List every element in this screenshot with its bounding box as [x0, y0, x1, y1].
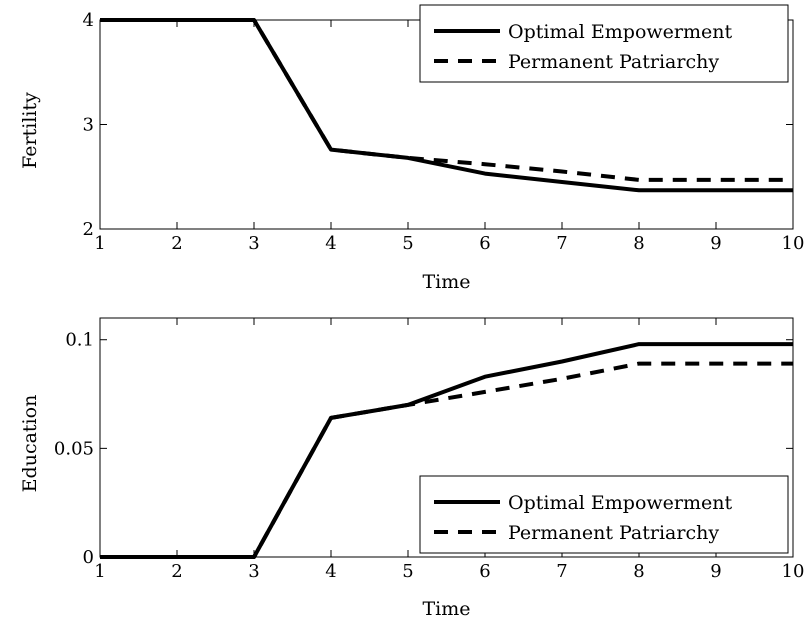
plot-frame	[99, 317, 794, 558]
y-tick-label: 0	[83, 547, 94, 568]
x-tick-label: 4	[325, 233, 336, 254]
y-tick-label: 4	[83, 10, 94, 31]
x-tick-label: 10	[782, 233, 805, 254]
x-tick-label: 2	[171, 561, 182, 582]
legend-box	[419, 475, 789, 554]
x-axis-title: Time	[422, 598, 470, 620]
x-tick-label: 3	[248, 233, 259, 254]
x-tick-label: 6	[479, 233, 490, 254]
legend: Optimal Empowerment Permanent Patriarchy	[419, 475, 789, 554]
legend-label: Optimal Empowerment	[508, 492, 732, 514]
y-tick-label: 0.05	[54, 438, 94, 459]
chart-2: 1 2 3 4 5 6 7 8 9 10 0 0.05 0.1 Time Education Optimal …	[19, 317, 805, 620]
x-tick-label: 5	[402, 233, 413, 254]
legend-label: Permanent Patriarchy	[508, 51, 719, 73]
legend-box	[419, 4, 789, 83]
y-tick-label: 3	[83, 115, 94, 136]
x-tick-label: 3	[248, 561, 259, 582]
legend: Optimal Empowerment Permanent Patriarchy	[419, 4, 789, 83]
x-tick-label: 9	[710, 233, 721, 254]
y-axis-title: Fertility	[19, 92, 41, 169]
series-optimal-empowerment-line	[100, 342, 793, 559]
x-tick-label: 2	[171, 233, 182, 254]
x-axis-title: Time	[422, 271, 470, 293]
series-permanent-patriarchy-line	[100, 18, 793, 182]
series-optimal-empowerment-line	[100, 18, 793, 193]
x-tick-label: 5	[402, 561, 413, 582]
x-tick-label: 6	[479, 561, 490, 582]
x-tick-label: 4	[325, 561, 336, 582]
legend-label: Optimal Empowerment	[508, 21, 732, 43]
x-tick-label: 8	[633, 561, 644, 582]
x-tick-label: 10	[782, 561, 805, 582]
y-axis-title: Education	[19, 395, 41, 493]
x-tick-label: 8	[633, 233, 644, 254]
x-tick-label: 9	[710, 561, 721, 582]
x-tick-label: 7	[556, 561, 567, 582]
y-tick-label: 0.1	[65, 330, 94, 351]
x-tick-label: 7	[556, 233, 567, 254]
legend-label: Permanent Patriarchy	[508, 522, 719, 544]
y-tick-label: 2	[83, 219, 94, 240]
x-tick-label: 1	[94, 233, 105, 254]
x-tick-label: 1	[94, 561, 105, 582]
